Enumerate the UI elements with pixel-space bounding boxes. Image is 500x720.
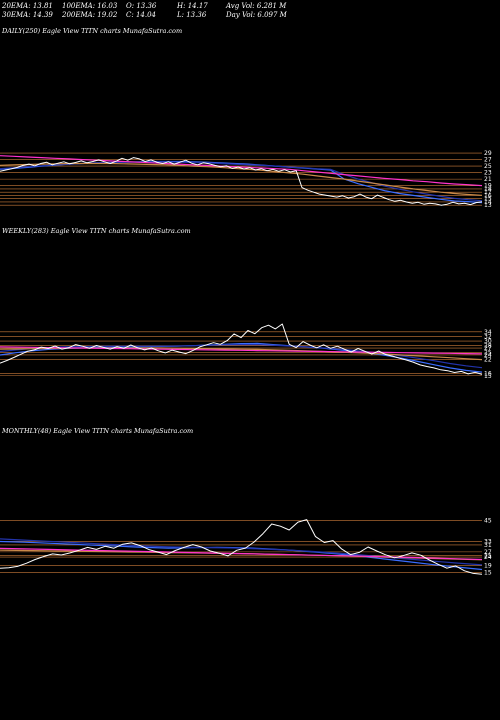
y-tick-label: 34	[484, 329, 492, 336]
weekly-panel-label: WEEKLY(283) Eagle View TITN charts Munaf…	[2, 227, 191, 235]
y-tick-label: 15	[484, 373, 492, 380]
header-stat: 20EMA: 13.81	[2, 2, 53, 10]
daily-panel-label: DAILY(250) Eagle View TITN charts Munafa…	[2, 27, 183, 35]
y-tick-label: 24	[484, 352, 492, 359]
y-tick-label: 13	[484, 202, 492, 209]
y-tick-label: 15	[484, 196, 492, 203]
y-tick-label: 25	[484, 163, 492, 170]
y-tick-label: 22	[484, 357, 492, 364]
monthly-ema100-line	[0, 549, 483, 561]
daily-ema100-line	[0, 162, 483, 196]
y-tick-label: 32	[484, 333, 492, 340]
y-tick-label: 14	[484, 199, 492, 206]
y-tick-label: 21	[484, 176, 492, 183]
y-tick-label: 16	[484, 192, 492, 199]
y-tick-label: 33	[484, 538, 492, 545]
y-tick-label: 17	[484, 189, 492, 196]
monthly-price-line	[0, 519, 483, 575]
y-tick-label: 24	[484, 554, 492, 561]
y-tick-label: 23	[484, 170, 492, 177]
y-tick-label: 18	[484, 186, 492, 193]
y-tick-label: 29	[484, 150, 492, 157]
y-tick-label: 25	[484, 350, 492, 357]
y-tick-label: 31	[484, 542, 492, 549]
y-tick-label: 30	[484, 338, 492, 345]
y-tick-label: 45	[484, 518, 492, 525]
header-stat: Avg Vol: 6.281 M	[226, 2, 287, 10]
y-tick-label: 19	[484, 563, 492, 570]
header-stat: H: 14.17	[177, 2, 208, 10]
weekly-ema200-line	[0, 346, 483, 355]
header-row-2: 30EMA: 14.39 200EMA: 19.02 C: 14.04 L: 13.3…	[2, 11, 306, 19]
y-tick-label: 27	[484, 549, 492, 556]
y-tick-label: 19	[484, 183, 492, 190]
daily-price-line	[0, 157, 483, 206]
monthly-ema30-line	[0, 538, 483, 566]
header-stat: L: 13.36	[177, 11, 207, 19]
header-stat: 100EMA: 16.03	[62, 2, 118, 10]
y-tick-label: 27	[484, 345, 492, 352]
header-stat: O: 13.36	[126, 2, 157, 10]
weekly-price-line	[0, 323, 483, 375]
y-tick-label: 16	[484, 370, 492, 377]
weekly-ema30-line	[0, 344, 483, 369]
y-tick-label: 27	[484, 157, 492, 164]
header-stat: Day Vol: 6.097 M	[226, 11, 287, 19]
header-row-1: 20EMA: 13.81 100EMA: 16.03 O: 13.36 H: 14.1…	[2, 2, 306, 10]
y-tick-label: 25	[484, 552, 492, 559]
header-stat: 200EMA: 19.02	[62, 11, 118, 19]
header-stat: C: 14.04	[126, 11, 156, 19]
header-stat: 30EMA: 14.39	[2, 11, 53, 19]
y-tick-label: 28	[484, 343, 492, 350]
y-tick-label: 15	[484, 570, 492, 577]
daily-ema200-line	[0, 155, 483, 187]
monthly-panel-label: MONTHLY(48) Eagle View TITN charts Munaf…	[2, 427, 194, 435]
